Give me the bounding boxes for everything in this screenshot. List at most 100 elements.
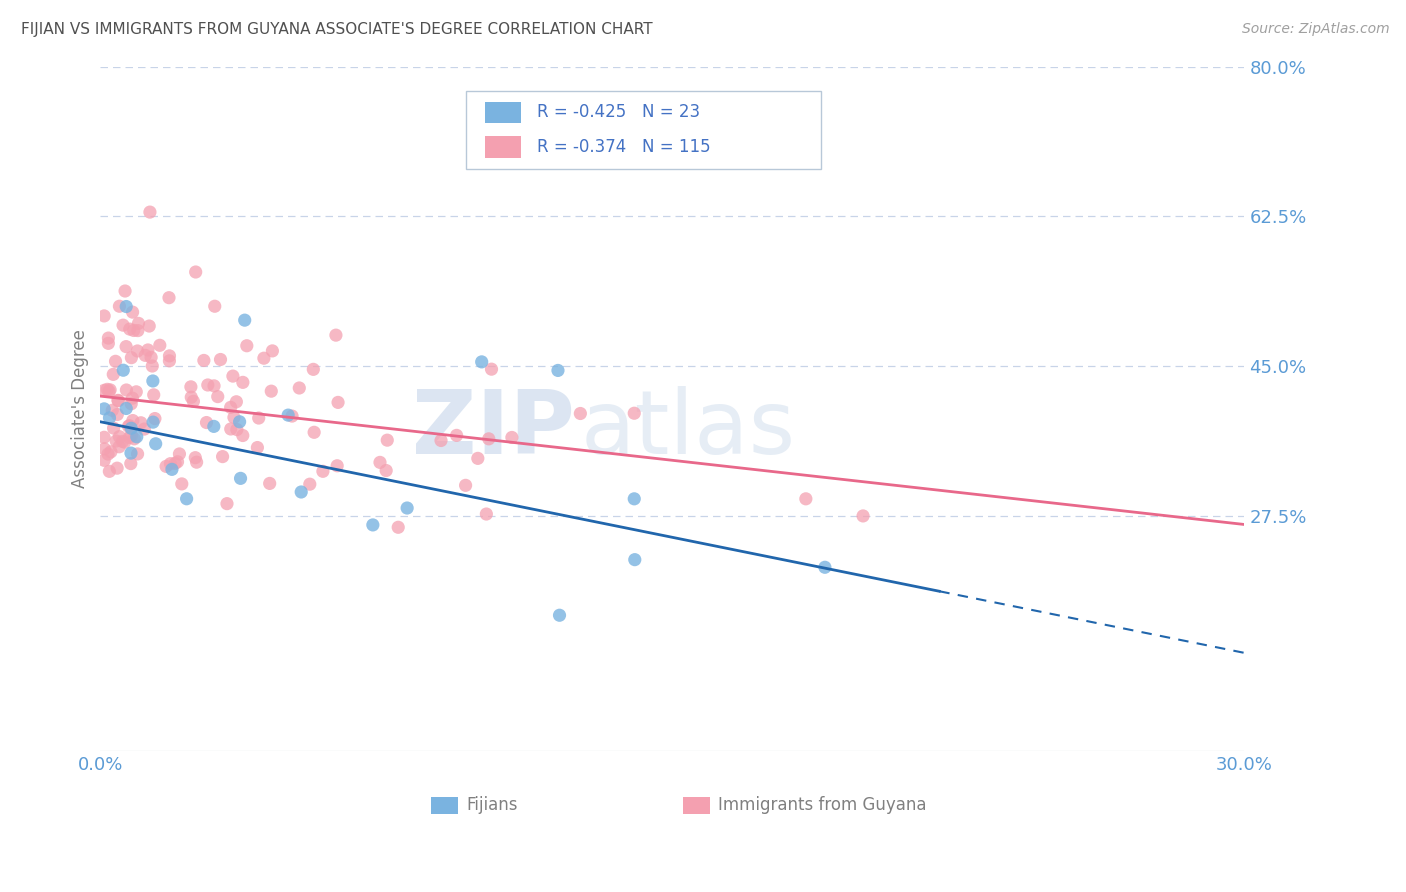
- Point: [115, 383, 138, 397]
- Point: [129, 416, 152, 430]
- Point: [98, 384, 121, 399]
- Text: ZIP: ZIP: [412, 386, 575, 473]
- Point: [160, 462, 183, 476]
- Point: [260, 384, 283, 399]
- Point: [159, 457, 181, 471]
- Text: R = -0.374   N = 115: R = -0.374 N = 115: [537, 138, 711, 156]
- Point: [103, 421, 125, 435]
- Point: [481, 362, 503, 376]
- Point: [814, 560, 837, 574]
- Point: [361, 517, 384, 532]
- Point: [120, 351, 142, 365]
- Point: [120, 397, 142, 411]
- Point: [107, 393, 129, 408]
- Point: [98, 383, 121, 397]
- Point: [302, 425, 325, 440]
- Point: [118, 430, 141, 444]
- Text: Fijians: Fijians: [467, 797, 517, 814]
- Point: [118, 418, 141, 433]
- Point: [219, 401, 242, 415]
- Point: [209, 352, 232, 367]
- Point: [247, 411, 270, 425]
- Point: [180, 390, 202, 404]
- Point: [114, 435, 136, 450]
- Point: [478, 432, 501, 446]
- Point: [207, 390, 229, 404]
- Point: [155, 459, 177, 474]
- Point: [547, 363, 569, 377]
- Point: [93, 384, 115, 398]
- Point: [184, 450, 207, 465]
- Text: Source: ZipAtlas.com: Source: ZipAtlas.com: [1241, 22, 1389, 37]
- Point: [467, 451, 489, 466]
- Point: [120, 421, 142, 435]
- Point: [127, 343, 149, 358]
- Point: [368, 455, 391, 469]
- Point: [253, 351, 276, 366]
- Point: [142, 415, 165, 429]
- Point: [105, 461, 128, 475]
- Point: [105, 408, 128, 422]
- Point: [170, 476, 193, 491]
- Point: [120, 446, 142, 460]
- Text: R = -0.425   N = 23: R = -0.425 N = 23: [537, 103, 700, 121]
- Point: [166, 455, 188, 469]
- Point: [623, 406, 645, 420]
- Y-axis label: Associate's Degree: Associate's Degree: [72, 329, 89, 489]
- Point: [233, 313, 256, 327]
- Point: [225, 394, 247, 409]
- Point: [219, 422, 242, 436]
- Point: [246, 441, 269, 455]
- Point: [229, 471, 252, 485]
- Point: [121, 391, 143, 405]
- Point: [548, 608, 571, 623]
- Point: [118, 322, 141, 336]
- Point: [501, 430, 523, 444]
- Point: [298, 477, 321, 491]
- Point: [225, 423, 247, 437]
- Point: [430, 434, 453, 448]
- Point: [125, 430, 148, 444]
- Point: [93, 442, 115, 456]
- Point: [96, 382, 118, 396]
- Point: [98, 464, 121, 478]
- Point: [176, 491, 198, 506]
- Point: [145, 436, 167, 450]
- FancyBboxPatch shape: [432, 797, 458, 814]
- Text: atlas: atlas: [581, 386, 796, 473]
- Point: [107, 393, 129, 408]
- Point: [228, 415, 250, 429]
- FancyBboxPatch shape: [485, 136, 522, 159]
- Point: [108, 430, 131, 444]
- Point: [93, 453, 115, 467]
- Point: [115, 340, 138, 354]
- Point: [183, 394, 205, 409]
- Point: [195, 416, 218, 430]
- Point: [125, 384, 148, 399]
- Point: [165, 457, 187, 471]
- Point: [142, 374, 165, 388]
- Point: [202, 419, 225, 434]
- Point: [157, 291, 180, 305]
- Point: [222, 369, 245, 384]
- Point: [97, 331, 120, 345]
- Point: [290, 485, 312, 500]
- Point: [134, 422, 156, 436]
- Point: [143, 411, 166, 425]
- Point: [262, 343, 284, 358]
- Point: [127, 324, 149, 338]
- Point: [103, 368, 125, 382]
- Point: [794, 491, 817, 506]
- Point: [202, 379, 225, 393]
- Point: [180, 380, 202, 394]
- Point: [157, 354, 180, 368]
- Point: [623, 491, 645, 506]
- Point: [232, 376, 254, 390]
- Point: [127, 317, 149, 331]
- Point: [169, 447, 191, 461]
- Point: [139, 205, 162, 219]
- Point: [623, 552, 645, 566]
- Point: [115, 401, 138, 416]
- Point: [197, 378, 219, 392]
- Point: [184, 265, 207, 279]
